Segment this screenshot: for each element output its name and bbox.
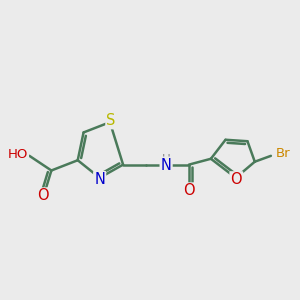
- Text: O: O: [183, 184, 195, 199]
- Text: O: O: [37, 188, 48, 203]
- Text: N: N: [161, 158, 172, 173]
- Text: O: O: [230, 172, 242, 188]
- Text: N: N: [94, 172, 105, 187]
- Text: S: S: [106, 113, 116, 128]
- Text: Br: Br: [276, 147, 291, 160]
- Text: H: H: [162, 154, 170, 166]
- Text: HO: HO: [8, 148, 28, 161]
